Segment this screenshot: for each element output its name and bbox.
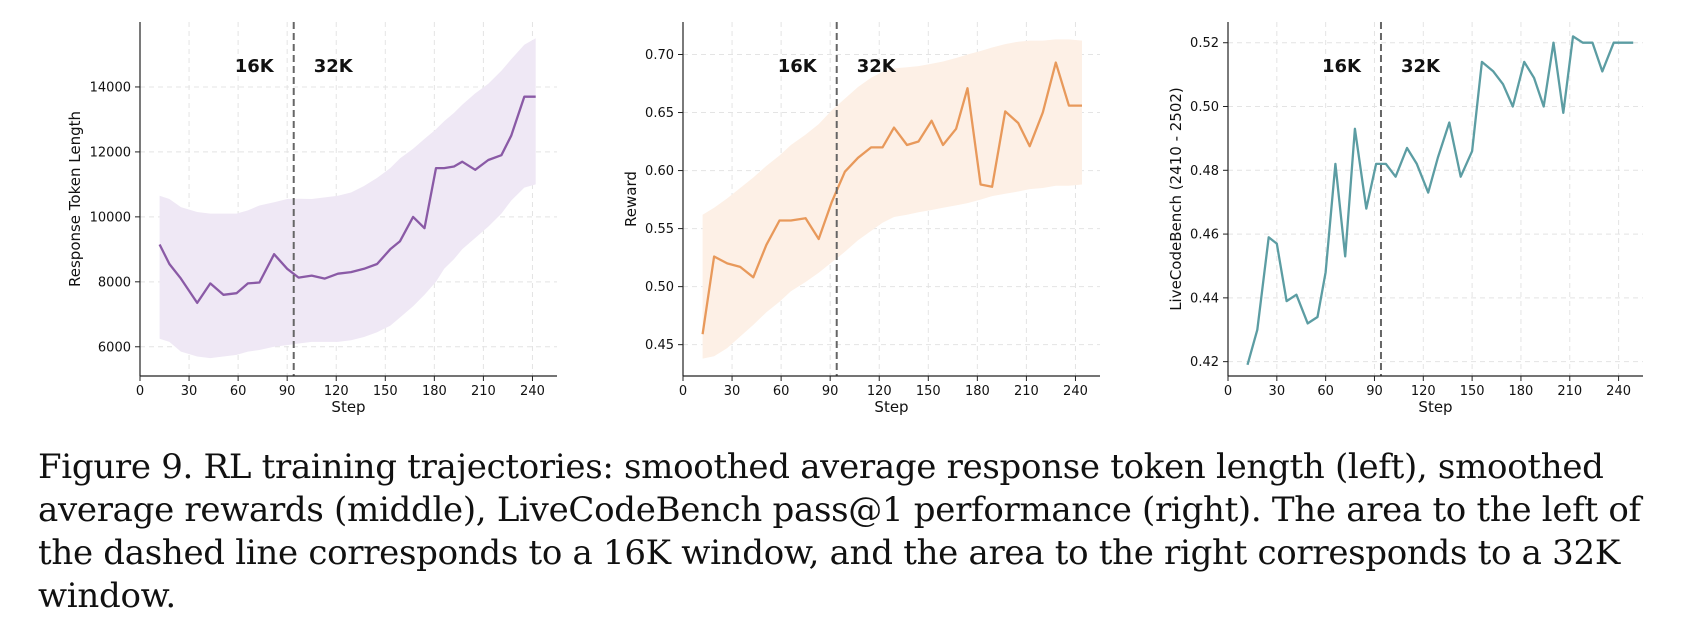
y-tick-label: 10000 (90, 210, 131, 225)
y-tick-label: 0.44 (1190, 291, 1219, 306)
y-tick-label: 0.48 (1190, 164, 1219, 179)
region-label-16k: 16K (1322, 56, 1362, 77)
x-tick-label: 60 (230, 384, 247, 399)
x-tick-label: 30 (181, 384, 198, 399)
x-tick-label: 0 (679, 384, 687, 399)
region-label-32k: 32K (857, 56, 897, 77)
confidence-band (159, 38, 536, 359)
chart-panel-2: 16K 32K 0 30 60 90 120 150 180 210 240 0.45 0.50 0.55… (622, 22, 1100, 416)
y-tick-label: 0.45 (645, 338, 674, 353)
y-tick-label: 0.50 (1190, 100, 1219, 115)
y-axis-label: Response Token Length (66, 111, 84, 287)
x-tick-label: 210 (1014, 384, 1039, 399)
region-label-16k: 16K (235, 56, 275, 77)
x-tick-label: 90 (279, 384, 296, 399)
x-tick-label: 120 (1411, 384, 1436, 399)
x-tick-label: 150 (373, 384, 398, 399)
y-axis-label: Reward (622, 171, 640, 227)
chart-panel-3: 16K 32K 0 30 60 90 120 150 180 210 240 0.42 0.44 0.46… (1167, 22, 1643, 416)
series-line (158, 95, 536, 305)
x-tick-label: 30 (724, 384, 741, 399)
x-tick-label: 120 (867, 384, 892, 399)
region-label-32k: 32K (1401, 56, 1441, 77)
confidence-band (702, 39, 1082, 359)
x-tick-label: 210 (1557, 384, 1582, 399)
x-tick-label: 180 (422, 384, 447, 399)
x-axis-label: Step (874, 398, 908, 416)
x-tick-label: 0 (1224, 384, 1232, 399)
x-tick-label: 150 (916, 384, 941, 399)
x-tick-label: 90 (1366, 384, 1383, 399)
y-tick-label: 8000 (98, 275, 131, 290)
y-tick-label: 0.50 (645, 280, 674, 295)
y-tick-label: 14000 (90, 80, 131, 95)
x-tick-label: 120 (324, 384, 349, 399)
x-tick-label: 90 (822, 384, 839, 399)
y-tick-label: 6000 (98, 340, 131, 355)
x-tick-label: 180 (1509, 384, 1534, 399)
charts-row: 16K 32K 0 30 60 90 120 150 180 210 240 6000 8000 1000… (66, 22, 1643, 416)
x-axis-label: Step (1418, 398, 1452, 416)
y-tick-label: 0.55 (645, 222, 674, 237)
x-tick-label: 240 (1063, 384, 1088, 399)
y-tick-label: 0.46 (1190, 228, 1219, 243)
figure-caption: Figure 9. RL training trajectories: smoo… (38, 447, 1641, 616)
y-tick-label: 0.42 (1190, 355, 1219, 370)
x-tick-label: 210 (471, 384, 496, 399)
x-tick-label: 240 (1606, 384, 1631, 399)
y-tick-label: 12000 (90, 145, 131, 160)
x-tick-label: 150 (1460, 384, 1485, 399)
x-tick-label: 240 (520, 384, 545, 399)
chart-panel-1: 16K 32K 0 30 60 90 120 150 180 210 240 6000 8000 1000… (66, 22, 557, 416)
y-tick-label: 0.52 (1190, 36, 1219, 51)
series-line (1246, 35, 1634, 366)
series-line (701, 61, 1082, 335)
y-tick-label: 0.60 (645, 164, 674, 179)
y-tick-label: 0.65 (645, 106, 674, 121)
x-tick-label: 60 (1317, 384, 1334, 399)
x-tick-label: 0 (136, 384, 144, 399)
x-tick-label: 30 (1269, 384, 1286, 399)
region-label-16k: 16K (778, 56, 818, 77)
y-axis-label: LiveCodeBench (2410 - 2502) (1167, 87, 1185, 311)
y-tick-label: 0.70 (645, 48, 674, 63)
x-axis-label: Step (331, 398, 365, 416)
x-tick-label: 60 (773, 384, 790, 399)
region-label-32k: 32K (314, 56, 354, 77)
x-tick-label: 180 (965, 384, 990, 399)
